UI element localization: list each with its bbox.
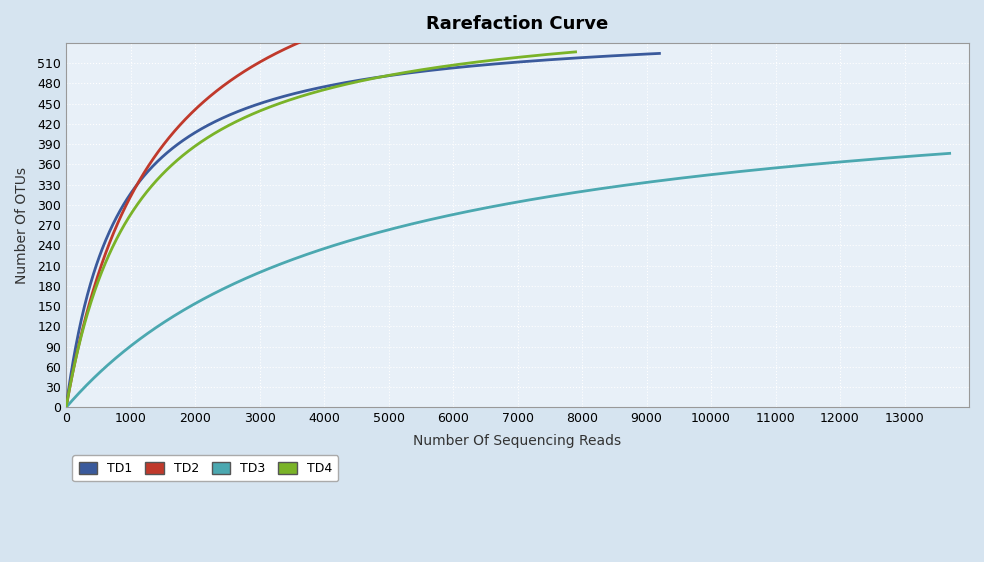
Title: Rarefaction Curve: Rarefaction Curve xyxy=(426,15,609,33)
Y-axis label: Number Of OTUs: Number Of OTUs xyxy=(15,167,29,284)
Legend: TD1, TD2, TD3, TD4: TD1, TD2, TD3, TD4 xyxy=(72,455,338,482)
X-axis label: Number Of Sequencing Reads: Number Of Sequencing Reads xyxy=(413,434,622,448)
